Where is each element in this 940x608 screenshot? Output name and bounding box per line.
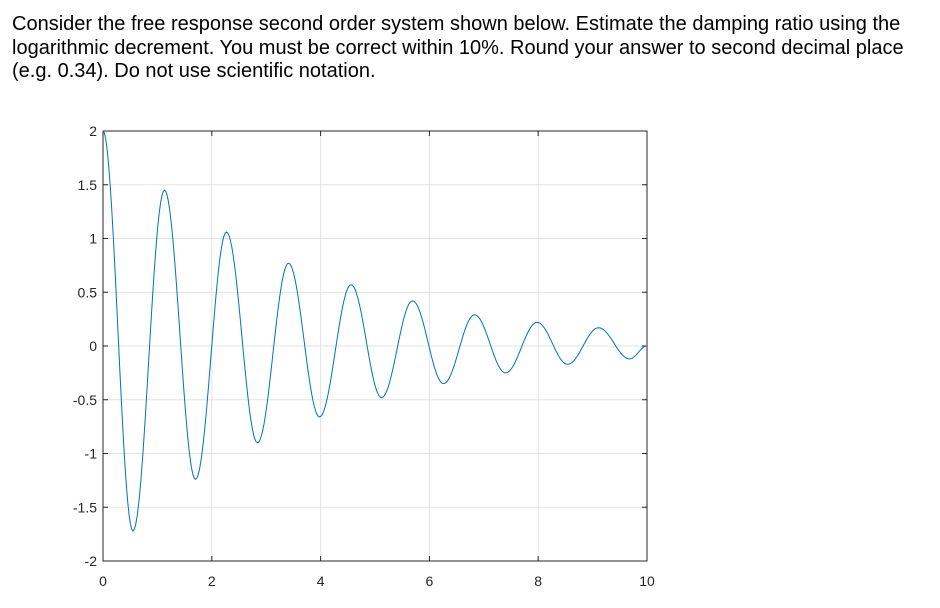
x-tick-label: 0 (99, 573, 107, 589)
x-tick-label: 8 (534, 573, 542, 589)
y-tick-label: 0.5 (78, 284, 98, 300)
y-tick-label: 0 (89, 338, 97, 354)
grid-lines (102, 130, 648, 562)
y-tick-label: -1.5 (73, 499, 97, 515)
series-line-free-response (102, 130, 648, 532)
x-tick-label: 10 (639, 573, 655, 589)
y-tick-label: -0.5 (73, 392, 97, 408)
y-tick-label: 1.5 (78, 177, 98, 193)
axis-ticks (102, 130, 648, 562)
y-tick-label: -2 (85, 553, 98, 569)
x-tick-label: 4 (317, 573, 325, 589)
x-tick-label: 6 (426, 573, 434, 589)
x-tick-label: 2 (208, 573, 216, 589)
y-axis-tick-labels: 2 1.5 1 0.5 0 -0.5 -1 -1.5 -2 (73, 123, 97, 569)
y-tick-label: 1 (89, 231, 97, 247)
y-tick-label: -1 (85, 446, 98, 462)
question-text: Consider the free response second order … (12, 13, 904, 82)
y-tick-label: 2 (89, 123, 97, 139)
x-axis-tick-labels: 0 2 4 6 8 10 (99, 573, 655, 589)
